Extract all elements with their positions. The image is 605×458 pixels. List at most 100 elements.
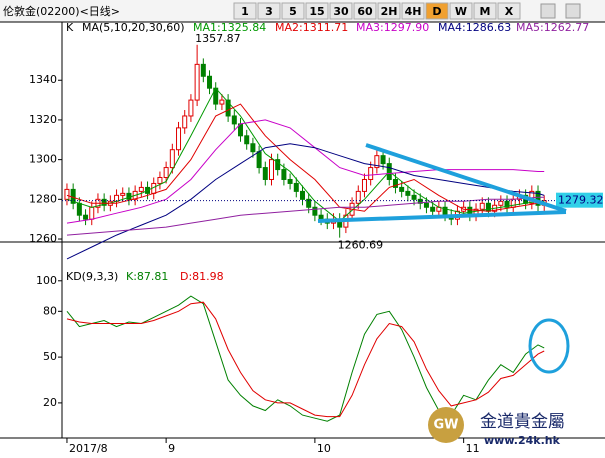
timeframe-label[interactable]: D (432, 5, 441, 18)
window-title: 伦敦金(02200)<日线> (3, 4, 120, 18)
candle-body (498, 200, 504, 206)
y-tick-label: 1320 (29, 113, 57, 126)
timeframe-button[interactable] (401, 2, 425, 20)
y-tick-label: 1340 (29, 73, 57, 86)
high-label: 1357.87 (195, 32, 241, 45)
candle-body (399, 186, 405, 192)
candle-body (504, 200, 510, 208)
drawings (317, 143, 570, 374)
timeframe-label[interactable]: X (505, 5, 514, 18)
timeframe-label[interactable]: 60 (357, 5, 373, 18)
timeframe-button[interactable] (377, 2, 401, 20)
panel-label: K (66, 21, 74, 34)
timeframe-button[interactable] (233, 2, 257, 20)
timeframe-label[interactable]: 1 (241, 5, 249, 18)
last-price-label: 1279.32 (558, 194, 604, 207)
trend-line (317, 210, 567, 223)
highlight-circle (528, 318, 570, 374)
logo-name: 金道貴金屬 (480, 412, 565, 432)
timeframe-label[interactable]: M (480, 5, 491, 18)
candle-body (287, 178, 293, 184)
timeframe-label[interactable]: 2H (381, 5, 398, 18)
timeframe-button[interactable] (497, 2, 521, 20)
candle-body (293, 182, 299, 192)
timeframe-label[interactable]: 15 (309, 5, 324, 18)
candle-body (423, 202, 429, 208)
series-line (66, 103, 545, 212)
candle-body (244, 135, 250, 145)
x-tick-label: 10 (317, 442, 331, 455)
tool-icon[interactable] (540, 3, 556, 19)
candle-body (535, 190, 541, 206)
candle-body (361, 178, 367, 192)
candle-body (182, 115, 188, 129)
timeframe-button[interactable] (257, 2, 281, 20)
tool-icon[interactable] (565, 3, 581, 19)
timeframe-label[interactable]: 5 (289, 5, 297, 18)
candle-body (262, 167, 268, 180)
logo-url: www.24k.hk (484, 434, 561, 447)
candle-body (169, 149, 175, 169)
legend-entry: MA2:1311.71 (275, 21, 348, 34)
candle-body (194, 63, 200, 101)
candle-body (479, 202, 485, 210)
series-line (66, 301, 545, 418)
legend-entry: MA4:1286.63 (438, 21, 511, 34)
plot: 1 3 5 15 30 60 2H 4H D W M X 1260 1280 1300 1320 1340 K MA… (29, 2, 604, 455)
logo-icon (428, 407, 464, 443)
candle-body (281, 169, 287, 180)
timeframe-button[interactable] (449, 2, 473, 20)
logo-mark: GW (433, 418, 458, 433)
timeframe-label[interactable]: 3 (265, 5, 273, 18)
candle-body (163, 167, 169, 178)
candle-body (299, 190, 305, 200)
candle-body (368, 167, 374, 180)
timeframe-label[interactable]: 4H (405, 5, 422, 18)
legend-entry: D:81.98 (180, 270, 224, 283)
candle-body (306, 198, 312, 208)
legend-entry: MA3:1297.90 (356, 21, 429, 34)
timeframe-button[interactable] (353, 2, 377, 20)
timeframe-label[interactable]: W (455, 5, 467, 18)
timeframe-button[interactable] (425, 2, 449, 20)
series-line (66, 143, 545, 260)
legend-entry: MA5:1262.77 (516, 21, 589, 34)
timeframe-button[interactable] (473, 2, 497, 20)
y-tick-label: 100 (36, 274, 57, 287)
candle-body (355, 190, 361, 204)
candle-body (101, 198, 107, 206)
timeframe-label[interactable]: 30 (333, 5, 349, 18)
y-tick-label: 1300 (29, 153, 57, 166)
x-tick-label: 11 (466, 442, 480, 455)
candle-body (176, 127, 182, 151)
candle-body (374, 155, 380, 169)
candle-body (250, 143, 256, 153)
low-label: 1260.69 (338, 239, 384, 252)
candle-body (312, 206, 318, 216)
candle-body (392, 178, 398, 188)
timeframe-button[interactable] (281, 2, 305, 20)
series-line (66, 196, 545, 236)
candle-body (64, 188, 70, 200)
candle-body (76, 202, 82, 216)
x-tick-label: 2017/8 (69, 442, 108, 455)
candle-body (411, 194, 417, 200)
last-price-tag (556, 192, 603, 208)
y-tick-label: 1260 (29, 232, 57, 245)
candle-body (430, 206, 436, 212)
candle-body (138, 186, 144, 192)
x-tick-label: 9 (168, 442, 175, 455)
legend-entry: MA1:1325.84 (193, 21, 266, 34)
timeframe-button[interactable] (305, 2, 329, 20)
timeframe-button[interactable] (329, 2, 353, 20)
y-tick-label: 1280 (29, 192, 57, 205)
candle-body (219, 99, 225, 105)
candle-body (405, 190, 411, 196)
candle-body (231, 115, 237, 125)
y-tick-label: 80 (43, 304, 57, 317)
candle-body (268, 159, 274, 180)
series-line (66, 295, 545, 422)
candle-body (318, 214, 324, 220)
